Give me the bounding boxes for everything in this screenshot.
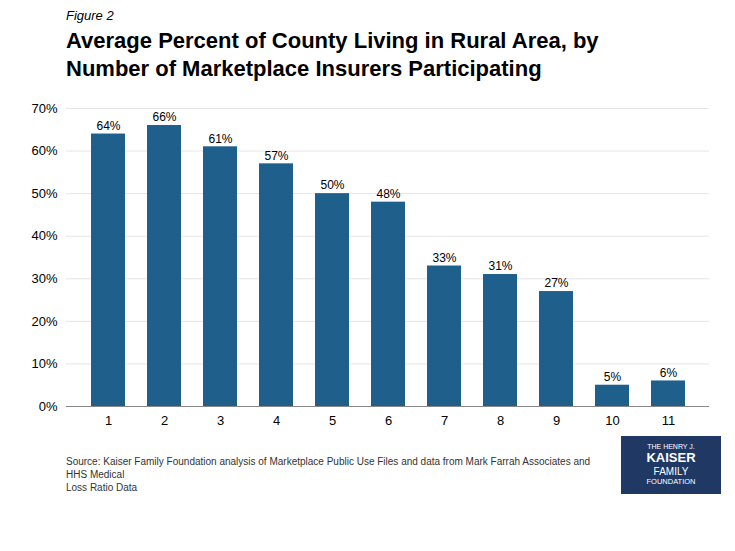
- svg-text:6%: 6%: [660, 366, 678, 380]
- svg-text:9: 9: [553, 413, 560, 428]
- svg-text:8: 8: [497, 413, 504, 428]
- html-text:Figure 2: Figure 2: [66, 8, 114, 23]
- svg-text:3: 3: [217, 413, 224, 428]
- svg-text:5: 5: [329, 413, 336, 428]
- svg-text:4: 4: [273, 413, 280, 428]
- svg-text:5%: 5%: [604, 370, 622, 384]
- svg-text:6: 6: [385, 413, 392, 428]
- html-text:FAMILY: FAMILY: [653, 466, 689, 478]
- svg-text:20%: 20%: [31, 314, 57, 329]
- svg-text:2: 2: [161, 413, 168, 428]
- html-text:KAISER: KAISER: [646, 450, 696, 466]
- svg-text:57%: 57%: [264, 149, 288, 163]
- svg-text:1: 1: [105, 413, 112, 428]
- svg-text:61%: 61%: [208, 132, 232, 146]
- svg-text:60%: 60%: [31, 143, 57, 158]
- svg-text:50%: 50%: [31, 186, 57, 201]
- svg-text:33%: 33%: [432, 251, 456, 265]
- svg-text:10%: 10%: [31, 356, 57, 371]
- svg-text:48%: 48%: [376, 187, 400, 201]
- html-text:Source: Kaiser Family Foundati: Source: Kaiser Family Foundation analysi…: [66, 456, 591, 493]
- html-text:Average Percent of County Livi: Average Percent of County Living in Rura…: [66, 28, 599, 81]
- svg-text:10: 10: [605, 413, 619, 428]
- svg-text:70%: 70%: [31, 101, 57, 116]
- svg-text:11: 11: [662, 413, 676, 428]
- svg-text:64%: 64%: [96, 119, 120, 133]
- html-text:THE HENRY J.: THE HENRY J.: [647, 443, 695, 451]
- svg-text:31%: 31%: [488, 259, 512, 273]
- svg-text:0%: 0%: [39, 399, 58, 414]
- html-text:FOUNDATION: FOUNDATION: [646, 476, 696, 486]
- svg-text:66%: 66%: [152, 110, 176, 124]
- svg-text:50%: 50%: [320, 178, 344, 192]
- svg-text:40%: 40%: [31, 228, 57, 243]
- svg-text:30%: 30%: [31, 271, 57, 286]
- svg-text:27%: 27%: [544, 276, 568, 290]
- svg-text:7: 7: [441, 413, 448, 428]
